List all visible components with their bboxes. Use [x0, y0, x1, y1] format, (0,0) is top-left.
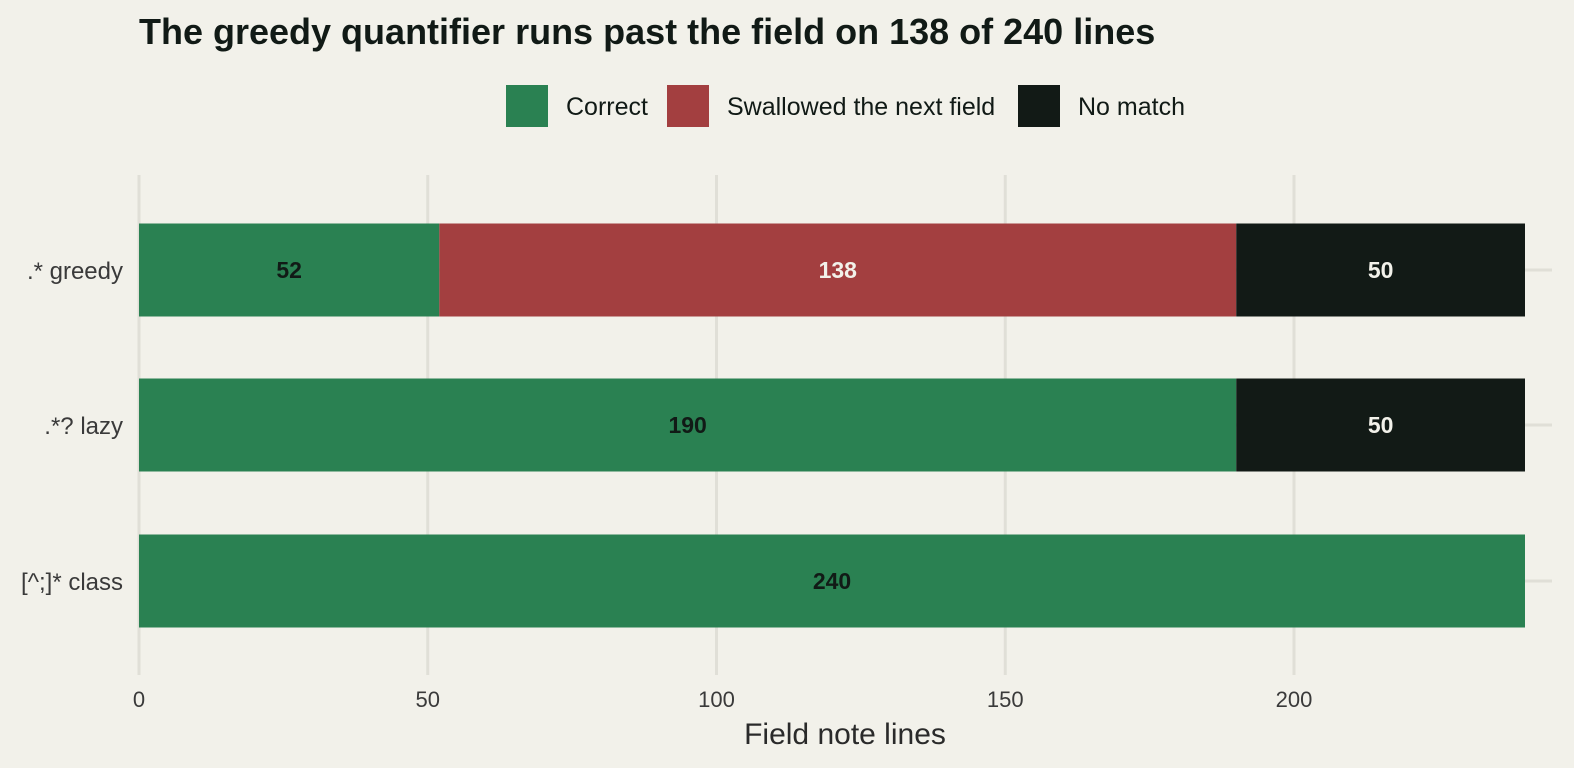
category-label: [^;]* class: [21, 569, 123, 596]
data-label: 50: [1368, 257, 1394, 283]
x-tick-label: 100: [698, 687, 735, 712]
bar-segment-no-match: [1236, 223, 1525, 317]
bar-segment-correct: [139, 378, 1237, 472]
legend-swatch-no-match: [1018, 85, 1060, 127]
x-tick-labels: 0 50 100 150 200: [133, 687, 1312, 712]
bars: 52 138 50 190 50 240: [139, 223, 1525, 628]
data-label: 138: [819, 257, 858, 283]
bar-segment-correct: [139, 534, 1525, 628]
bar-segment-correct: [139, 223, 440, 317]
x-tick-label: 150: [987, 687, 1024, 712]
x-tick-label: 0: [133, 687, 145, 712]
x-axis-title: Field note lines: [744, 718, 946, 751]
legend-label-swallowed-the-next-field: Swallowed the next field: [727, 93, 995, 121]
category-label: .*? lazy: [44, 413, 123, 440]
data-label: 50: [1368, 412, 1394, 438]
bar-segment-swallowed-the-next-field: [439, 223, 1237, 317]
data-label: 52: [276, 257, 302, 283]
data-label: 190: [668, 412, 706, 438]
legend-label-no-match: No match: [1078, 93, 1185, 121]
category-label: .* greedy: [27, 258, 123, 285]
chart-title: The greedy quantifier runs past the fiel…: [139, 11, 1155, 52]
legend-label-correct: Correct: [566, 93, 648, 121]
bar-segment-no-match: [1236, 378, 1525, 472]
legend-swatch-correct: [506, 85, 548, 127]
legend-swatch-swallowed-the-next-field: [667, 85, 709, 127]
data-label: 240: [813, 568, 851, 594]
category-labels: .* greedy .*? lazy [^;]* class: [21, 258, 123, 596]
x-tick-label: 50: [416, 687, 440, 712]
legend: Correct Swallowed the next field No match: [506, 85, 1185, 127]
x-tick-label: 200: [1276, 687, 1313, 712]
